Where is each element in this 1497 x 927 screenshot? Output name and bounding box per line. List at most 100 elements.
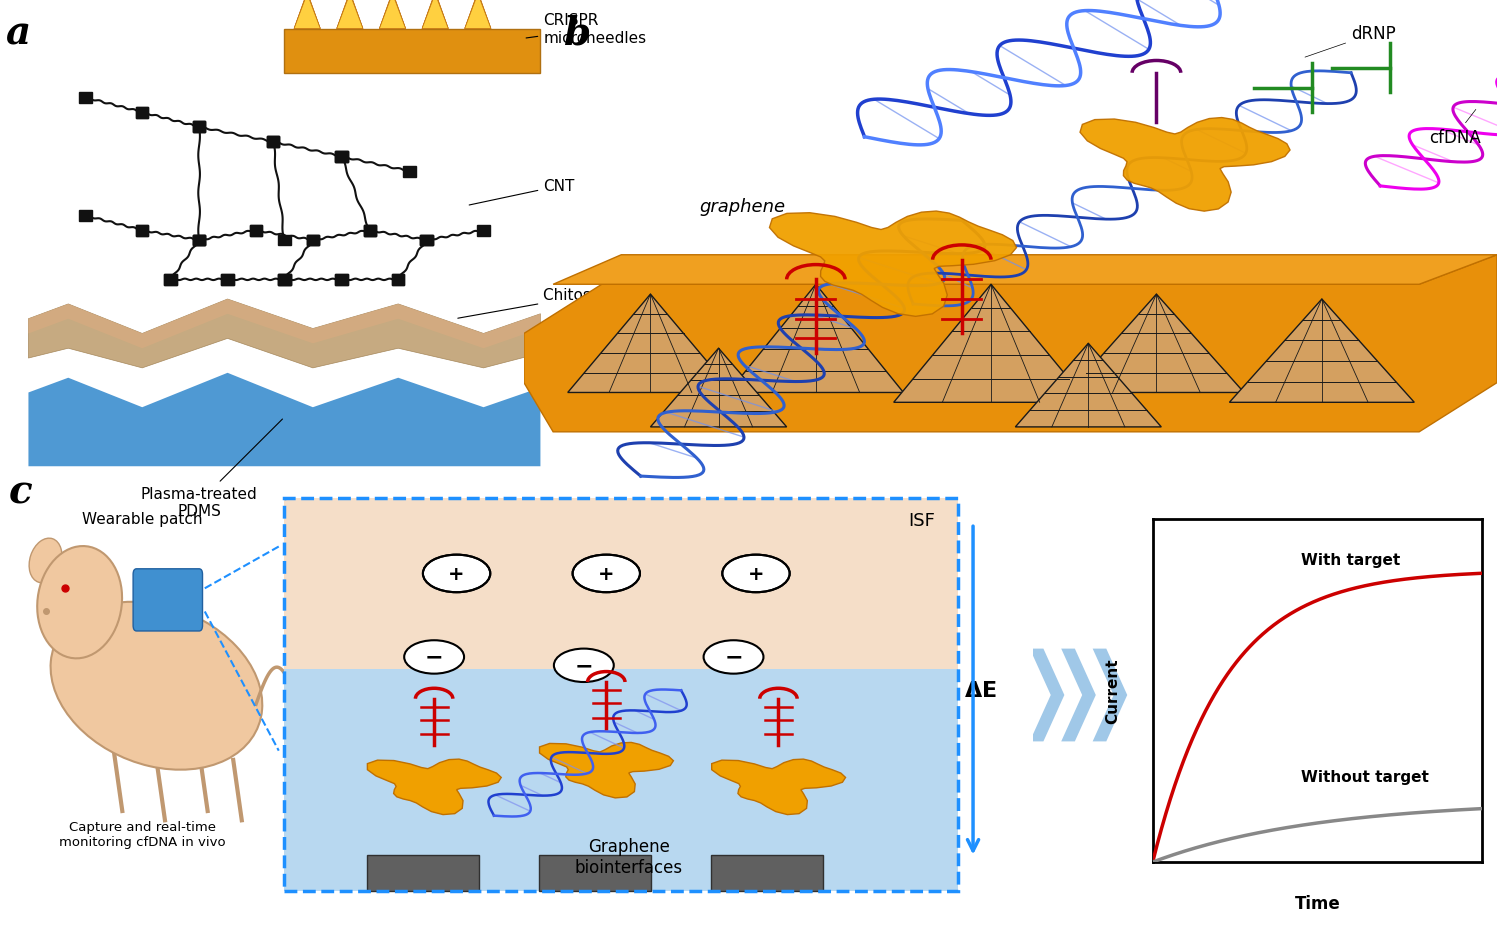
Polygon shape (539, 743, 674, 798)
Text: $\mathbf{\Delta E}$: $\mathbf{\Delta E}$ (964, 680, 997, 701)
Circle shape (404, 641, 464, 674)
Bar (421, 235, 433, 247)
FancyBboxPatch shape (539, 856, 651, 891)
Polygon shape (379, 0, 406, 30)
FancyBboxPatch shape (284, 30, 540, 73)
Bar (193, 235, 205, 247)
Bar (392, 274, 404, 286)
Text: +: + (747, 565, 765, 583)
Bar (193, 122, 205, 133)
Ellipse shape (37, 546, 123, 659)
Circle shape (723, 555, 790, 592)
Text: −: − (725, 647, 743, 667)
Polygon shape (1069, 295, 1244, 393)
Polygon shape (524, 256, 1497, 432)
Text: Chitosan film: Chitosan film (458, 287, 644, 319)
Polygon shape (293, 0, 320, 30)
Text: −: − (575, 655, 593, 676)
FancyBboxPatch shape (284, 499, 958, 669)
Text: +: + (448, 565, 466, 583)
Bar (335, 274, 347, 286)
Bar (250, 225, 262, 236)
Bar (266, 137, 280, 148)
Text: a: a (6, 15, 31, 53)
FancyBboxPatch shape (711, 856, 823, 891)
Text: Time: Time (1295, 895, 1340, 912)
Polygon shape (711, 759, 846, 815)
Polygon shape (464, 0, 491, 30)
Polygon shape (728, 285, 904, 393)
Bar (193, 122, 205, 133)
Polygon shape (422, 0, 448, 30)
Polygon shape (1079, 119, 1290, 212)
Bar (478, 225, 490, 236)
Polygon shape (337, 0, 362, 30)
Polygon shape (367, 759, 501, 815)
Bar (364, 225, 376, 236)
Text: Current: Current (1106, 658, 1121, 723)
Polygon shape (1093, 649, 1127, 742)
Polygon shape (422, 0, 448, 30)
Bar (136, 108, 148, 119)
Bar (403, 167, 416, 177)
Text: CRISPR
microneedles: CRISPR microneedles (525, 13, 647, 45)
Text: CNT: CNT (469, 179, 575, 206)
Bar (364, 225, 376, 236)
Polygon shape (769, 212, 1016, 317)
Polygon shape (464, 0, 491, 30)
Text: +: + (597, 565, 615, 583)
Bar (307, 235, 319, 247)
Bar (250, 225, 262, 236)
Polygon shape (28, 299, 540, 349)
Polygon shape (464, 0, 491, 30)
Bar (307, 235, 319, 247)
Bar (278, 274, 290, 286)
Bar (193, 235, 205, 247)
Bar (193, 122, 205, 133)
Bar (165, 274, 177, 286)
Bar (79, 210, 91, 222)
Bar (364, 225, 376, 236)
Text: Capture and real-time
monitoring cfDNA in vivo: Capture and real-time monitoring cfDNA i… (58, 820, 226, 848)
Bar (421, 235, 433, 247)
Bar (335, 152, 347, 162)
FancyBboxPatch shape (284, 669, 958, 891)
Polygon shape (293, 0, 320, 30)
Circle shape (424, 555, 491, 592)
Polygon shape (894, 285, 1088, 403)
Polygon shape (28, 374, 540, 467)
Text: cfDNA: cfDNA (1430, 110, 1481, 146)
Polygon shape (1061, 649, 1096, 742)
Text: b: b (563, 15, 590, 53)
FancyBboxPatch shape (133, 569, 202, 631)
Bar (193, 235, 205, 247)
Bar (266, 137, 280, 148)
Circle shape (573, 555, 641, 592)
Circle shape (554, 649, 614, 682)
Bar (222, 274, 234, 286)
Bar (136, 108, 148, 119)
Bar (335, 152, 347, 162)
Bar (392, 274, 404, 286)
Polygon shape (379, 0, 406, 30)
Polygon shape (337, 0, 362, 30)
FancyBboxPatch shape (367, 856, 479, 891)
Polygon shape (293, 0, 320, 30)
Bar (193, 235, 205, 247)
Ellipse shape (51, 603, 262, 769)
Bar (222, 274, 234, 286)
Polygon shape (650, 349, 787, 427)
Text: Without target: Without target (1301, 768, 1428, 784)
Polygon shape (554, 256, 1497, 285)
Bar (335, 152, 347, 162)
Polygon shape (1030, 649, 1064, 742)
Bar (307, 235, 319, 247)
Bar (266, 137, 280, 148)
Bar (335, 274, 347, 286)
Bar (165, 274, 177, 286)
Bar (278, 274, 290, 286)
Polygon shape (379, 0, 406, 30)
Polygon shape (422, 0, 448, 30)
Bar (79, 93, 91, 104)
Polygon shape (28, 299, 540, 368)
